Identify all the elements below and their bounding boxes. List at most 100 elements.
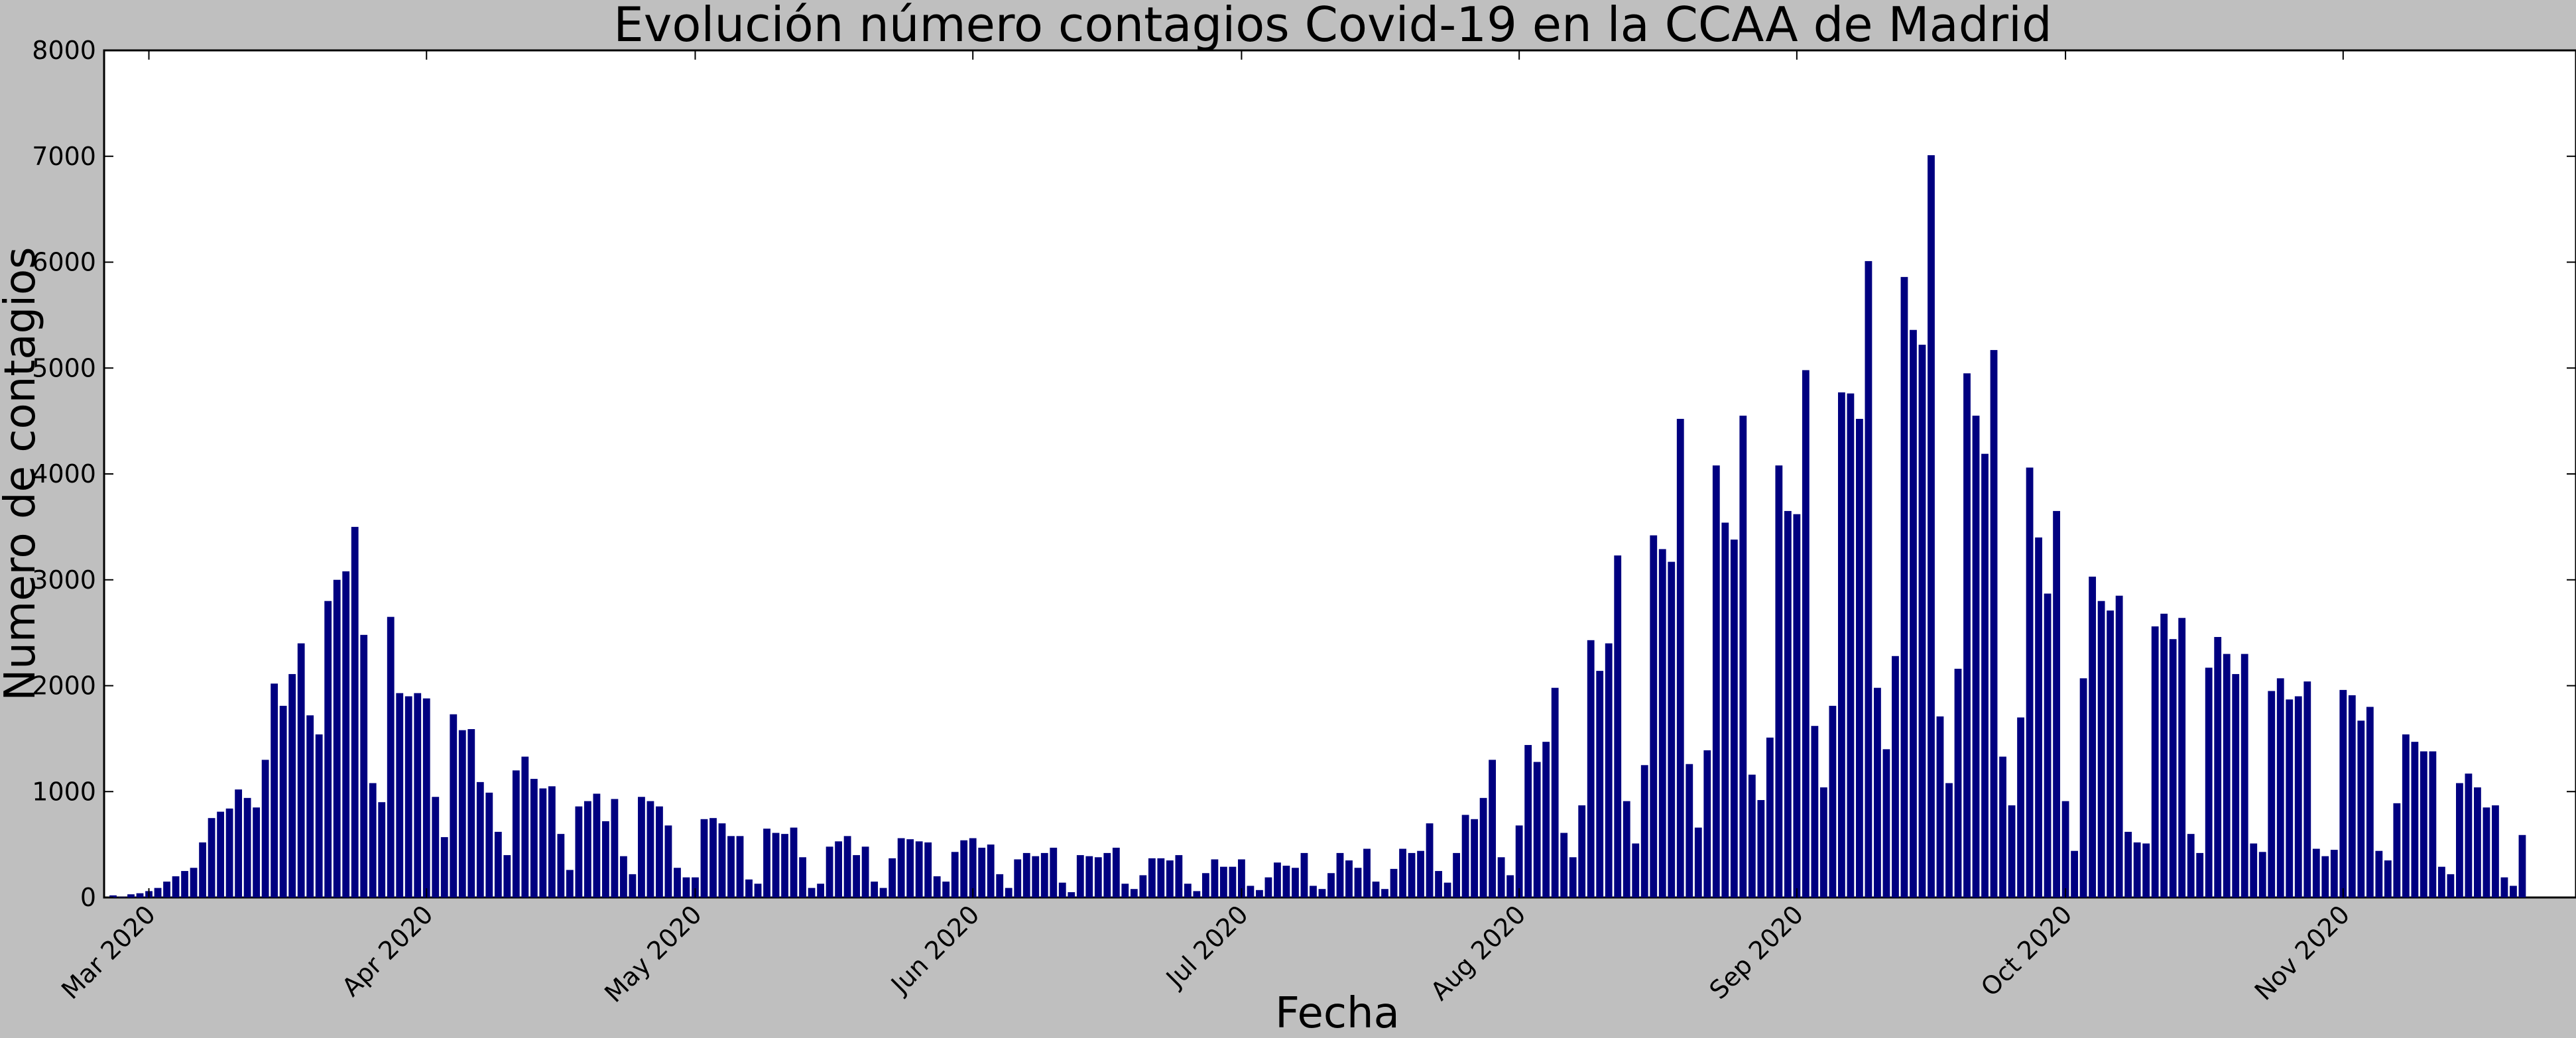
bar [2240, 654, 2248, 897]
bar [602, 821, 609, 897]
bar [450, 714, 458, 897]
bar [306, 715, 314, 897]
bar [1112, 847, 1120, 897]
bar [1121, 884, 1129, 897]
bar [2339, 689, 2347, 897]
x-tick-label: Aug 2020 [1425, 899, 1532, 1006]
bar [871, 882, 879, 897]
x-tick-label: Mar 2020 [56, 899, 161, 1005]
bar [1533, 762, 1541, 897]
bar [1282, 866, 1290, 897]
bar [1085, 856, 1093, 897]
bar [808, 888, 816, 897]
bar [1247, 886, 1255, 897]
bar [727, 836, 735, 897]
bar [440, 836, 448, 897]
bar [1139, 875, 1147, 897]
bar [512, 770, 520, 897]
bar [2107, 610, 2115, 897]
y-tick-label: 0 [80, 883, 96, 912]
bar [1345, 860, 1353, 897]
bar [1775, 465, 1783, 897]
bar [1784, 510, 1792, 897]
bar [253, 807, 261, 897]
bar [1479, 797, 1487, 897]
bar [2232, 673, 2240, 897]
bar [1068, 892, 1075, 897]
x-axis-label: Fecha [1275, 989, 1400, 1038]
bar [467, 729, 475, 897]
bar [1264, 877, 1272, 897]
bar [817, 884, 824, 897]
bar [109, 895, 117, 897]
bar [1058, 882, 1066, 897]
y-tick-label: 1000 [32, 777, 96, 806]
bar [1453, 852, 1460, 897]
bar [1551, 687, 1559, 897]
bar [1900, 276, 1908, 897]
bar [933, 876, 941, 897]
bar [1614, 555, 1622, 897]
bar [1426, 823, 1434, 897]
bar [790, 827, 798, 897]
y-tick-label: 7000 [32, 142, 96, 171]
bar [271, 683, 278, 897]
bar [1300, 852, 1308, 897]
bar [656, 806, 663, 897]
bar [2510, 886, 2517, 897]
bar [2196, 852, 2204, 897]
bar [2151, 626, 2159, 897]
y-axis-ticks: 0 1000 2000 3000 4000 5000 6000 7000 8000 [32, 36, 2576, 912]
bar [1658, 549, 1666, 897]
bar [2276, 678, 2284, 897]
bar [2375, 850, 2383, 897]
bar [736, 836, 744, 897]
bar [503, 855, 511, 897]
bar [324, 601, 332, 897]
bar [351, 526, 359, 898]
bar [2465, 774, 2473, 897]
bar [1811, 726, 1819, 897]
bar [2124, 831, 2132, 897]
bar [1999, 756, 2006, 897]
bar [288, 673, 296, 897]
bar [2061, 801, 2069, 897]
bar [1569, 857, 1577, 897]
bar [2456, 783, 2463, 897]
bar [2294, 696, 2302, 897]
bar [2518, 835, 2526, 897]
bar [1632, 843, 1640, 897]
bar [1578, 805, 1586, 897]
bar [190, 868, 198, 897]
bar [414, 693, 422, 897]
bar [2492, 805, 2499, 897]
bar [2330, 850, 2338, 897]
bar [2017, 717, 2024, 897]
bar [1587, 640, 1595, 897]
bar [1981, 453, 1989, 897]
bar [1910, 329, 1917, 897]
bar [1354, 868, 1362, 897]
bar [1408, 852, 1416, 897]
bar [458, 730, 466, 897]
bar [1130, 889, 1138, 897]
bar [1318, 889, 1326, 897]
bar [2303, 681, 2311, 897]
bar [1560, 833, 1568, 897]
bar [2437, 866, 2445, 897]
bar [682, 877, 690, 897]
bar [127, 894, 135, 897]
bar [1838, 392, 1845, 897]
bar [1390, 868, 1398, 897]
bar [978, 847, 986, 897]
bar [1274, 862, 1281, 897]
bar [1928, 155, 1935, 897]
bar [942, 882, 950, 897]
y-tick-label: 6000 [32, 248, 96, 277]
bar [360, 634, 368, 897]
x-tick-label: Jun 2020 [885, 899, 985, 1000]
bar [2447, 874, 2455, 897]
bar [2223, 654, 2231, 897]
bar [566, 870, 574, 897]
